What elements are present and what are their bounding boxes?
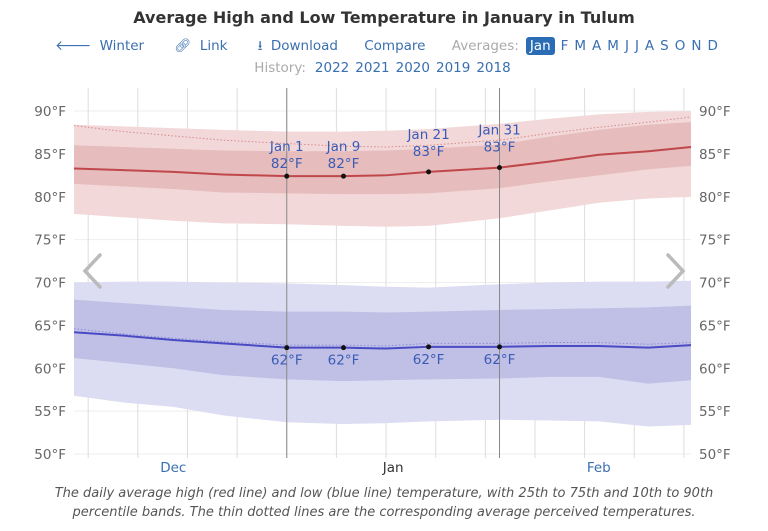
history-years: 2022 2021 2020 2019 2018: [312, 60, 514, 76]
chart-caption: The daily average high (red line) and lo…: [54, 486, 714, 520]
high-annotation-date: Jan 9: [326, 139, 361, 155]
low-annotation-value: 62°F: [271, 353, 303, 369]
x-month-label: Feb: [587, 460, 611, 476]
month-1[interactable]: F: [560, 38, 569, 54]
history-year-2021[interactable]: 2021: [355, 60, 390, 76]
low-band-25-75: [74, 299, 691, 384]
history-bar: History: 2022 2021 2020 2019 2018: [0, 60, 768, 76]
link-button[interactable]: 🔗︎ Link: [174, 38, 228, 54]
y-tick-label-right: 70°F: [699, 276, 731, 292]
y-tick-label-right: 55°F: [699, 404, 731, 420]
back-winter-link[interactable]: 🡐 Winter: [55, 38, 145, 54]
low-mean-line: [73, 331, 692, 350]
averages-label: Averages:: [451, 38, 519, 54]
month-5[interactable]: J: [624, 38, 629, 54]
x-month-label: Dec: [160, 460, 186, 476]
y-tick-label-left: 65°F: [34, 318, 66, 334]
y-tick-label-right: 85°F: [699, 147, 731, 163]
month-7[interactable]: A: [644, 38, 655, 54]
history-year-2019[interactable]: 2019: [435, 60, 471, 76]
high-point: [497, 165, 503, 171]
high-annotation-date: Jan 21: [406, 127, 449, 143]
high-point: [284, 173, 290, 179]
prev-arrow-icon[interactable]: [80, 252, 106, 290]
high-annotation-date: Jan 31: [477, 123, 520, 139]
y-tick-label-right: 50°F: [699, 447, 731, 463]
month-9[interactable]: O: [674, 38, 686, 54]
y-tick-label-right: 75°F: [699, 233, 731, 249]
y-tick-label-left: 90°F: [34, 104, 66, 120]
low-annotation-value: 62°F: [484, 352, 516, 368]
low-point: [284, 345, 290, 351]
high-band-25-75: [74, 122, 691, 195]
month-0[interactable]: Jan: [525, 37, 555, 55]
month-6[interactable]: J: [634, 38, 639, 54]
y-tick-label-left: 70°F: [34, 276, 66, 292]
link-icon: 🔗︎: [174, 38, 192, 54]
high-annotation-value: 82°F: [328, 156, 360, 172]
history-year-2018[interactable]: 2018: [476, 60, 511, 76]
high-point: [340, 173, 346, 179]
month-4[interactable]: M: [607, 38, 619, 54]
temperature-chart: 90°F 90°F 85°F 85°F 80°F 80°F 75°F 75°F 70°F 70°F…: [34, 88, 731, 476]
chart-title: Average High and Low Temperature in Janu…: [133, 8, 635, 27]
month-10[interactable]: N: [691, 38, 702, 54]
y-tick-label-left: 75°F: [34, 233, 66, 249]
low-annotation-value: 62°F: [328, 353, 360, 369]
history-year-2022[interactable]: 2022: [314, 60, 350, 76]
download-button[interactable]: ⭳ Download: [257, 38, 338, 54]
high-annotation-value: 83°F: [484, 140, 516, 156]
y-tick-label-right: 80°F: [699, 190, 731, 206]
high-annotation-date: Jan 1: [269, 139, 304, 155]
y-tick-label-left: 85°F: [34, 147, 66, 163]
month-2[interactable]: M: [574, 38, 587, 54]
low-point: [340, 345, 346, 351]
y-tick-label-right: 90°F: [699, 104, 731, 120]
low-point: [426, 344, 432, 350]
high-annotation-value: 83°F: [413, 144, 445, 160]
low-perceived-line: [73, 328, 692, 347]
nav-bar: 🡐 Winter 🔗︎ Link ⭳ Download Compare Aver…: [0, 36, 768, 59]
y-tick-label-right: 60°F: [699, 361, 731, 377]
compare-link[interactable]: Compare: [364, 38, 426, 54]
high-perceived-line: [73, 116, 692, 148]
month-selector: Jan F M A M J J A S O N D: [523, 37, 721, 55]
high-point: [426, 169, 432, 175]
low-annotation-value: 62°F: [413, 352, 445, 368]
history-year-2020[interactable]: 2020: [395, 60, 430, 76]
y-tick-label-left: 55°F: [34, 404, 66, 420]
y-tick-label-left: 50°F: [34, 447, 66, 463]
month-8[interactable]: S: [660, 38, 669, 54]
history-label: History:: [254, 60, 306, 76]
high-annotation-value: 82°F: [271, 156, 303, 172]
month-3[interactable]: A: [592, 38, 602, 54]
arrow-left-icon: 🡐: [55, 38, 92, 54]
low-point: [497, 344, 503, 350]
y-tick-label-right: 65°F: [699, 318, 731, 334]
next-arrow-icon[interactable]: [662, 252, 688, 290]
high-mean-line: [73, 146, 692, 178]
y-tick-label-left: 80°F: [34, 190, 66, 206]
y-tick-label-left: 60°F: [34, 361, 66, 377]
month-11[interactable]: D: [707, 38, 718, 54]
download-icon: ⭳: [257, 38, 263, 54]
x-month-label: Jan: [382, 460, 404, 476]
